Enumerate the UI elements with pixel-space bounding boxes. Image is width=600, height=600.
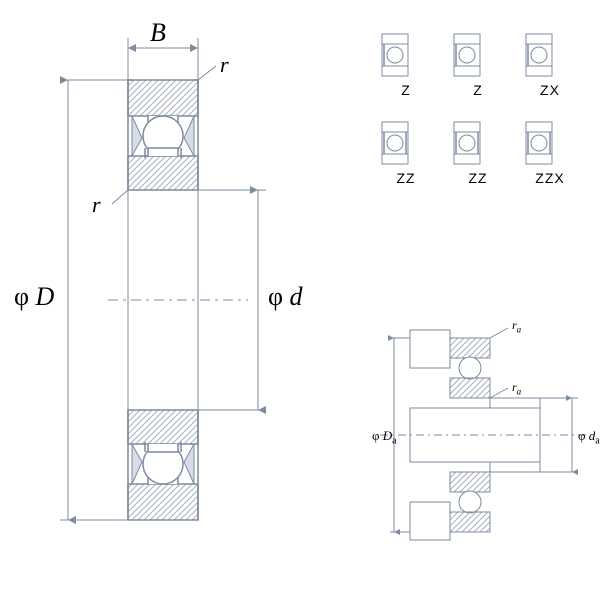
- variant-zz-1-1: ZZ: [442, 118, 514, 186]
- variant-zx-0-2: ZX: [514, 30, 586, 98]
- variant-label: Z: [442, 82, 514, 98]
- label-phi-Da: φ Da: [372, 428, 397, 447]
- variant-zzx-1-2: ZZX: [514, 118, 586, 186]
- variant-label: ZZX: [514, 170, 586, 186]
- variant-label: Z: [370, 82, 442, 98]
- variant-label: ZX: [514, 82, 586, 98]
- label-phi-da: φ da: [578, 428, 600, 447]
- variant-zz-1-0: ZZ: [370, 118, 442, 186]
- variant-z-0-1: Z: [442, 30, 514, 98]
- label-r-bottom: r: [92, 192, 101, 218]
- label-ra-top: ra: [512, 318, 521, 334]
- variant-label: ZZ: [370, 170, 442, 186]
- variant-label: ZZ: [442, 170, 514, 186]
- diagram-root: B φ φ DD φ d r r Z: [0, 0, 600, 600]
- label-phi-d: φ d: [268, 282, 303, 312]
- label-ra-bottom: ra: [512, 380, 521, 396]
- label-r-top: r: [220, 52, 229, 78]
- variant-z-0-0: Z: [370, 30, 442, 98]
- label-B: B: [150, 18, 166, 48]
- label-phi-D: φ φ DD: [14, 282, 54, 312]
